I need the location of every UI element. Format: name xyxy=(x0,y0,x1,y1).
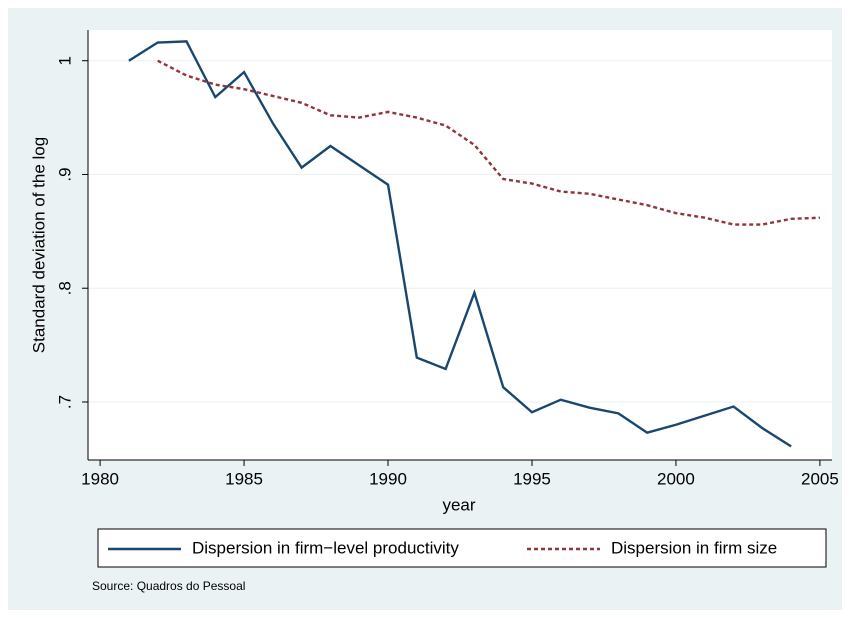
plot-region xyxy=(88,30,832,460)
x-tick-label: 2000 xyxy=(657,469,695,488)
series-line xyxy=(157,59,820,226)
series-line xyxy=(128,40,792,448)
y-tick-label: .8 xyxy=(55,281,74,295)
note: Source: Quadros do Pessoal xyxy=(92,579,245,593)
legend-label: Dispersion in firm size xyxy=(611,538,777,557)
x-tick-label: 1980 xyxy=(81,469,119,488)
x-tick-label: 1985 xyxy=(225,469,263,488)
y-tick-label: 1 xyxy=(55,56,74,65)
x-tick-label: 1990 xyxy=(369,469,407,488)
x-axis-title: year xyxy=(442,495,475,514)
x-tick-label: 2005 xyxy=(801,469,839,488)
x-tick-label: 1995 xyxy=(513,469,551,488)
y-tick-label: .9 xyxy=(55,167,74,181)
legend-label: Dispersion in firm−level productivity xyxy=(192,538,459,557)
legend xyxy=(97,528,827,568)
y-axis-title: Standard deviation of the log xyxy=(29,137,48,353)
y-tick-label: .7 xyxy=(55,395,74,409)
